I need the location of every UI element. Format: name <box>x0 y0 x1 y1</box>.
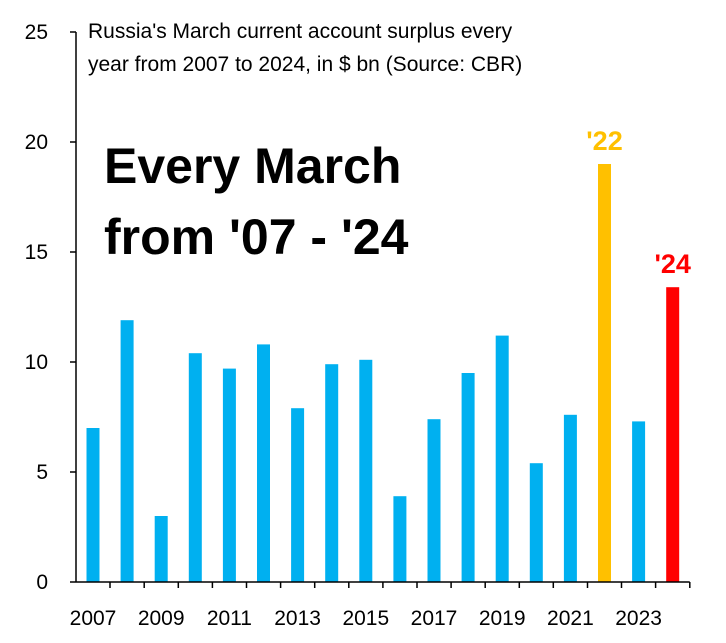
x-tick-label-2011: 2011 <box>207 607 252 630</box>
bar-2022 <box>598 164 611 582</box>
bar-2019 <box>495 335 509 582</box>
x-tick-label-2021: 2021 <box>547 607 594 630</box>
x-tick-label-2007: 2007 <box>70 607 117 630</box>
y-tick-label-25: 25 <box>25 21 48 44</box>
bar-2013 <box>291 408 305 582</box>
bar-2018 <box>461 373 475 582</box>
y-tick-label-0: 0 <box>36 571 48 594</box>
bar-2007 <box>86 428 100 582</box>
headline-line-1: Every March <box>104 138 401 194</box>
bar-2009 <box>154 516 168 582</box>
x-tick-label-2013: 2013 <box>274 607 321 630</box>
bar-2011 <box>222 368 236 582</box>
bar-2021 <box>563 414 577 582</box>
bar-2014 <box>325 364 339 582</box>
subtitle-line-2: year from 2007 to 2024, in $ bn (Source:… <box>88 53 522 76</box>
y-tick-label-10: 10 <box>25 351 48 374</box>
x-tick-label-2019: 2019 <box>479 607 526 630</box>
x-tick-label-2023: 2023 <box>615 607 662 630</box>
bar-2015 <box>359 359 373 582</box>
bar-2024 <box>666 287 680 582</box>
bar-2008 <box>120 320 134 582</box>
y-tick-label-20: 20 <box>25 131 48 154</box>
callout-2022: '22 <box>586 126 622 156</box>
bar-2017 <box>427 419 441 582</box>
x-tick-label-2009: 2009 <box>138 607 185 630</box>
bars-group <box>86 164 680 582</box>
subtitle-line-1: Russia's March current account surplus e… <box>88 20 513 43</box>
x-axis: 2007 2009 2011 2013 2015 2017 2019 2021 2023 <box>70 581 691 630</box>
callout-2024: '24 <box>654 249 690 279</box>
bar-2023 <box>632 421 646 582</box>
bar-2020 <box>529 463 543 582</box>
y-tick-label-5: 5 <box>36 461 48 484</box>
bar-2010 <box>188 353 202 582</box>
bar-2016 <box>393 496 407 582</box>
y-tick-label-15: 15 <box>25 241 48 264</box>
headline-line-2: from '07 - '24 <box>104 209 409 265</box>
y-axis: 0 5 10 15 20 25 <box>25 21 77 594</box>
bar-callouts: '22 '24 <box>586 126 691 279</box>
x-tick-label-2017: 2017 <box>411 607 458 630</box>
x-tick-label-2015: 2015 <box>342 607 389 630</box>
bar-2012 <box>257 344 270 582</box>
